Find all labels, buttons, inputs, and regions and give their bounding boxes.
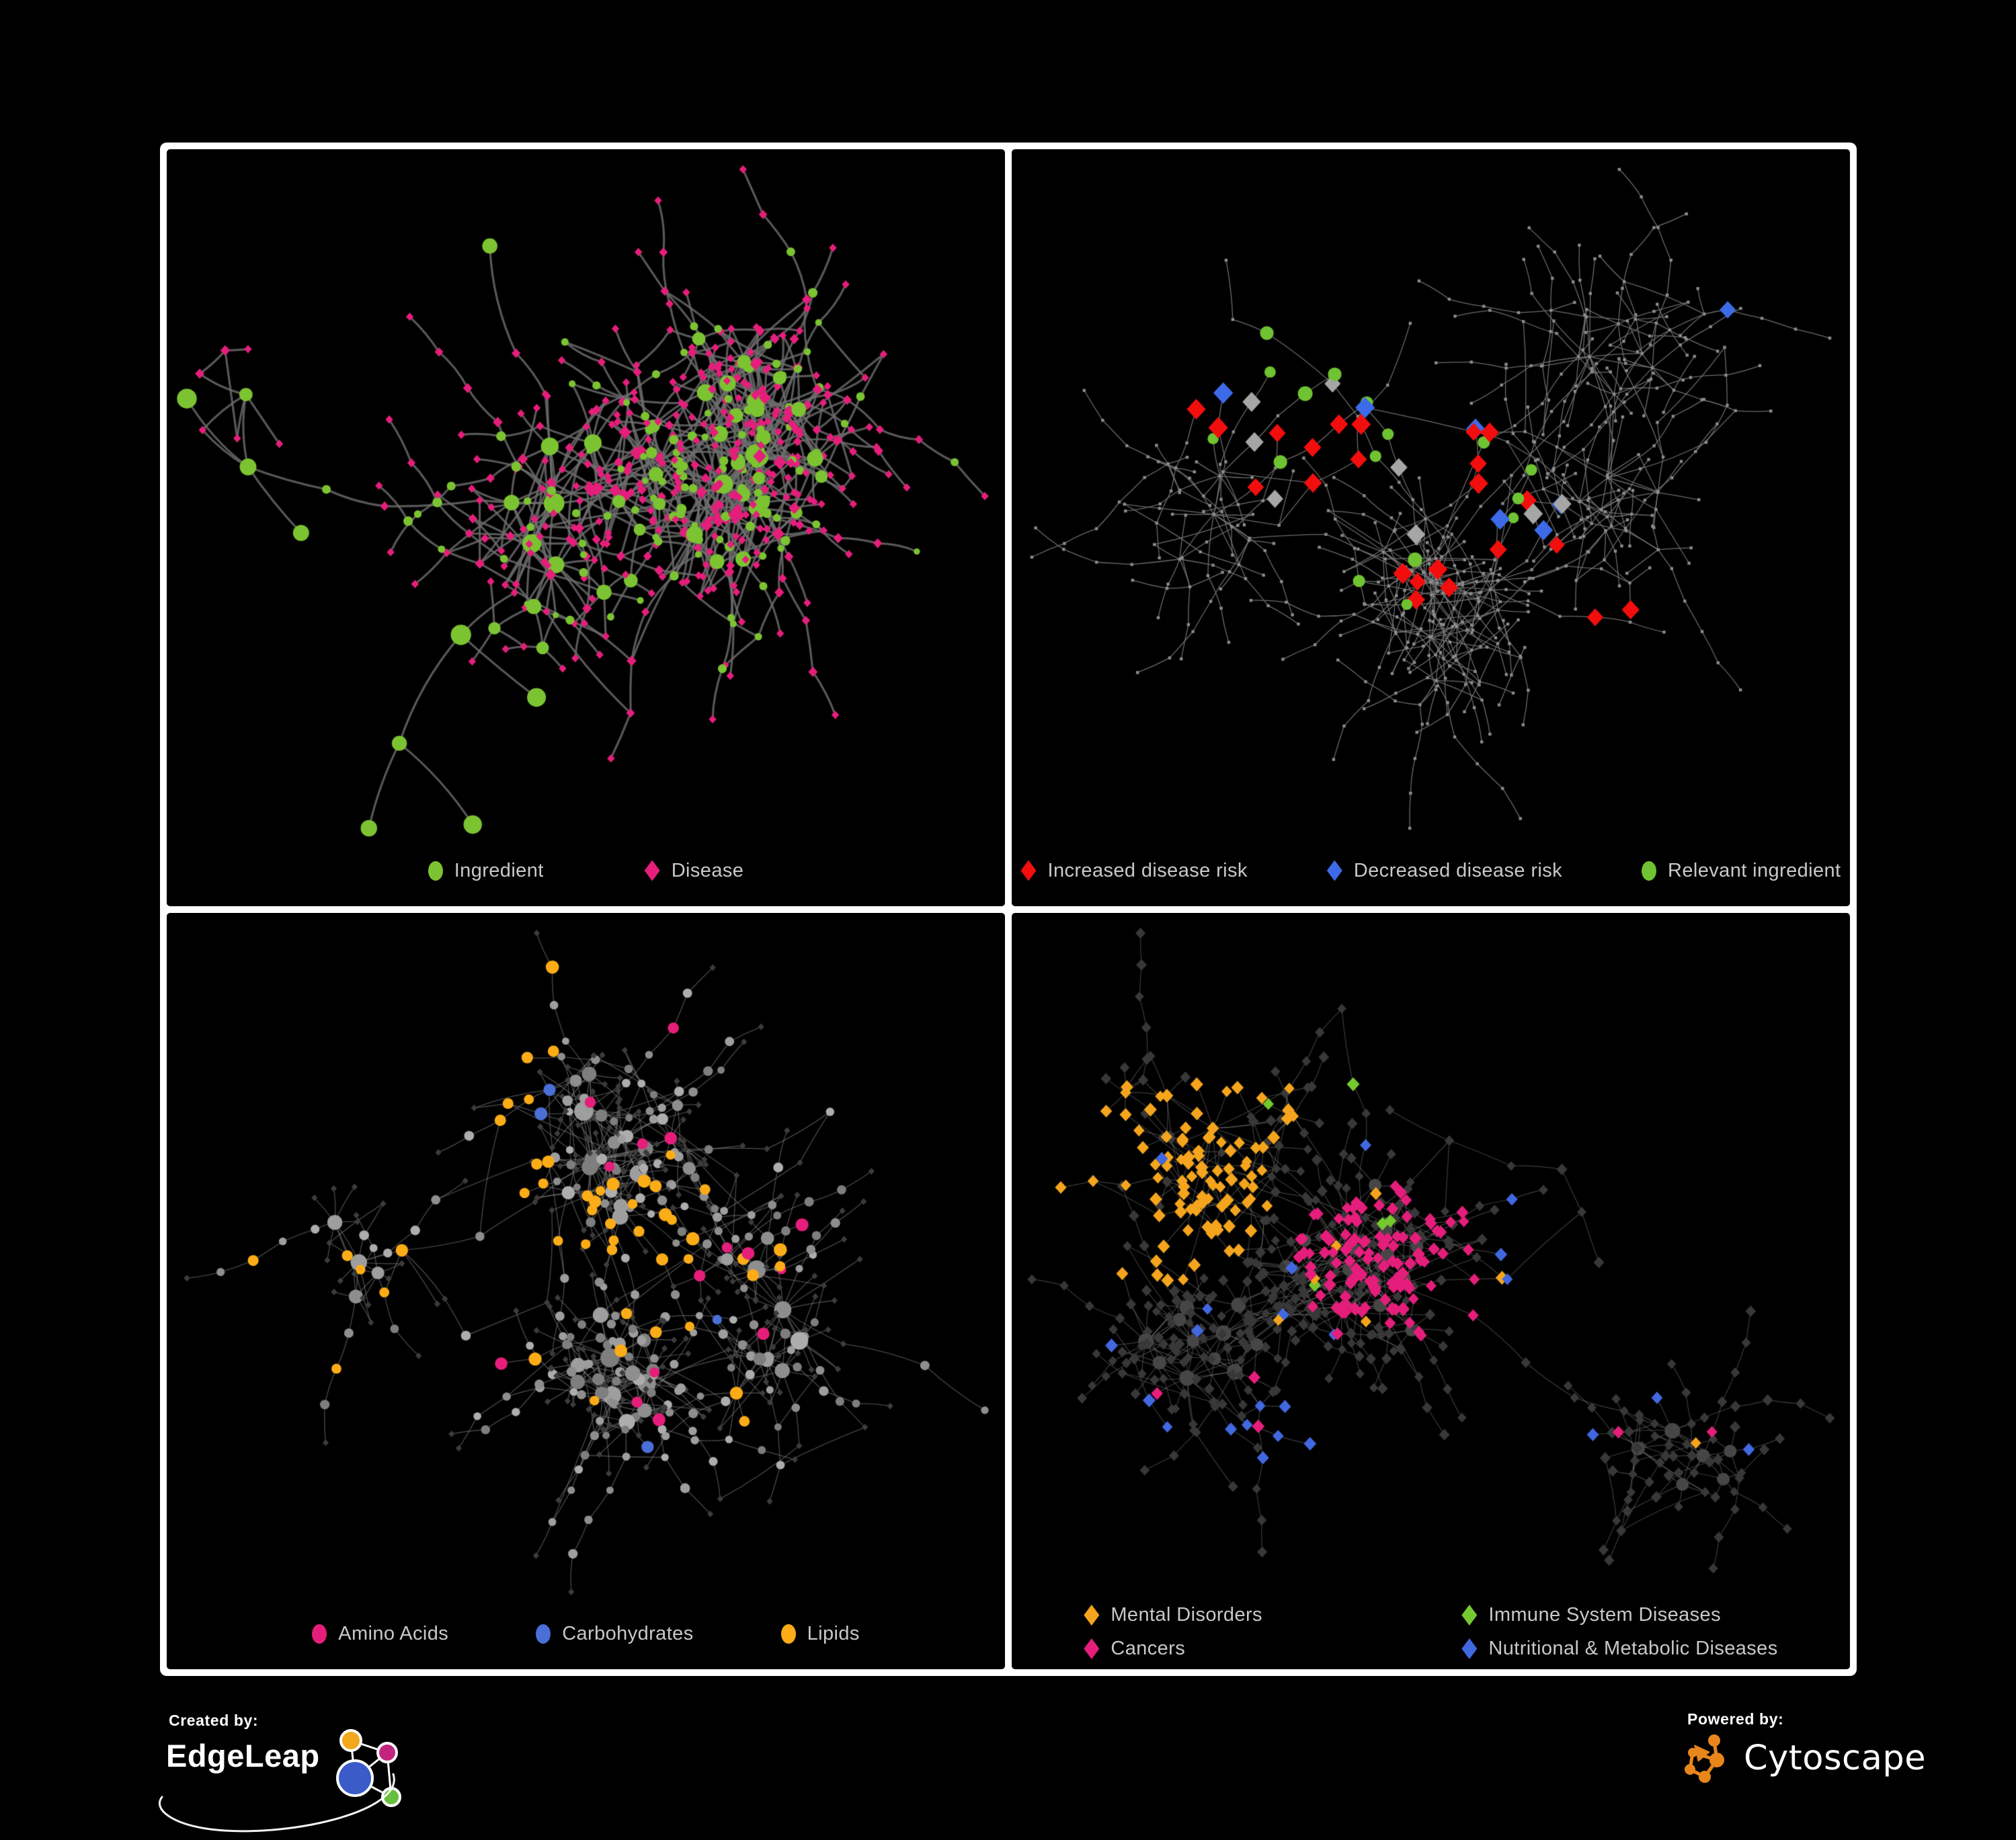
legend-item: Disease bbox=[644, 859, 744, 882]
legend-swatch-diamond bbox=[644, 860, 660, 881]
legend-label: Nutritional & Metabolic Diseases bbox=[1488, 1638, 1778, 1659]
legend-swatch-diamond bbox=[1461, 1605, 1478, 1626]
cytoscape-wordmark: Cytoscape bbox=[1744, 1738, 1927, 1778]
legend-item: Increased disease risk bbox=[1020, 860, 1247, 882]
legend-item: Carbohydrates bbox=[536, 1623, 693, 1645]
panel-ingredient-disease: Ingredient Disease bbox=[167, 149, 1005, 906]
legend-item: Relevant ingredient bbox=[1642, 860, 1841, 882]
panel-disease-risk: Increased disease risk Decreased disease … bbox=[1012, 149, 1850, 906]
panel-nutrients: Amino Acids Carbohydrates Lipids bbox=[167, 912, 1005, 1669]
legend-swatch-circle bbox=[536, 1624, 551, 1644]
legend-nutrients: Amino Acids Carbohydrates Lipids bbox=[167, 1623, 1005, 1645]
network-canvas-nutrients bbox=[167, 912, 1005, 1612]
legend-label: Mental Disorders bbox=[1111, 1604, 1262, 1626]
cytoscape-network-icon bbox=[1685, 1734, 1724, 1783]
legend-item: Ingredient bbox=[428, 860, 544, 882]
legend-label: Disease bbox=[671, 859, 744, 881]
legend-swatch-diamond bbox=[1084, 1638, 1100, 1659]
legend-label: Cancers bbox=[1111, 1638, 1186, 1659]
legend-label: Amino Acids bbox=[338, 1623, 449, 1644]
edgeleap-logo: Created by: EdgeLeap bbox=[158, 1712, 417, 1833]
legend-item: Nutritional & Metabolic Diseases bbox=[1461, 1638, 1777, 1660]
legend-item: Amino Acids bbox=[312, 1623, 448, 1645]
legend-swatch-diamond bbox=[1084, 1605, 1100, 1626]
cytoscape-logo: Powered by: Cytoscape bbox=[1683, 1710, 1926, 1785]
legend-label: Immune System Diseases bbox=[1488, 1604, 1721, 1626]
panel-disease-categories: Mental Disorders Immune System Diseases Ca… bbox=[1012, 912, 1850, 1669]
panel-grid: Ingredient Disease Increased disease risk… bbox=[160, 143, 1857, 1676]
legend-swatch-diamond bbox=[1461, 1638, 1478, 1659]
legend-item: Lipids bbox=[780, 1623, 860, 1645]
legend-label: Ingredient bbox=[454, 859, 544, 881]
legend-item: Decreased disease risk bbox=[1326, 859, 1563, 882]
legend-item: Immune System Diseases bbox=[1461, 1604, 1777, 1626]
legend-label: Lipids bbox=[807, 1623, 860, 1644]
legend-ingredient-disease: Ingredient Disease bbox=[167, 860, 1005, 882]
edgeleap-wordmark: EdgeLeap bbox=[166, 1738, 320, 1773]
legend-swatch-circle bbox=[1642, 861, 1657, 881]
legend-item: Cancers bbox=[1084, 1638, 1461, 1660]
legend-label: Increased disease risk bbox=[1047, 859, 1248, 881]
powered-by-label: Powered by: bbox=[1687, 1710, 1784, 1728]
network-canvas-disease-categories bbox=[1012, 912, 1850, 1589]
network-canvas-ingredient-disease bbox=[167, 149, 1005, 848]
legend-label: Carbohydrates bbox=[562, 1623, 694, 1644]
legend-swatch-diamond bbox=[1326, 860, 1342, 881]
legend-swatch-diamond bbox=[1020, 860, 1037, 881]
legend-swatch-circle bbox=[428, 861, 443, 881]
created-by-label: Created by: bbox=[169, 1712, 259, 1729]
legend-disease-categories: Mental Disorders Immune System Diseases Ca… bbox=[1012, 1604, 1850, 1660]
legend-label: Decreased disease risk bbox=[1353, 859, 1563, 881]
legend-label: Relevant ingredient bbox=[1668, 859, 1841, 881]
legend-swatch-circle bbox=[780, 1624, 796, 1644]
legend-item: Mental Disorders bbox=[1084, 1604, 1461, 1626]
legend-swatch-circle bbox=[312, 1624, 327, 1644]
edgeleap-network-icon bbox=[335, 1729, 401, 1807]
legend-disease-risk: Increased disease risk Decreased disease … bbox=[1012, 860, 1850, 882]
network-canvas-disease-risk bbox=[1012, 149, 1850, 848]
